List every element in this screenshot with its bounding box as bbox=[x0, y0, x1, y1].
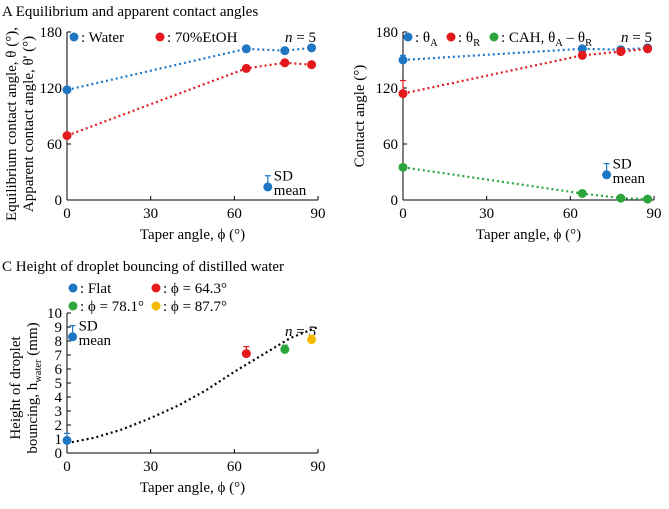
panel-c-legend-marker-t64 bbox=[151, 283, 161, 293]
panel-a-sd-key-mean-label: mean bbox=[274, 183, 307, 199]
panel-c-legend-label-t78: : ϕ = 78.1° bbox=[80, 299, 144, 315]
panel-a-legend-label-etoh: : 70%EtOH bbox=[167, 30, 238, 46]
panel-c-data-point bbox=[241, 349, 251, 359]
panel-c-data-point bbox=[62, 435, 72, 445]
panel-c-legend-marker-flat bbox=[68, 283, 78, 293]
panel-a-title: A Equilibrium and apparent contact angle… bbox=[2, 4, 258, 20]
panel-a-data-point bbox=[62, 85, 72, 95]
panel-a-data-point bbox=[280, 58, 290, 68]
panel-b-sd-key-mean-label: mean bbox=[613, 171, 646, 187]
panel-b-legend-marker-cah bbox=[489, 32, 499, 42]
panel-c-y-tick-label: 0 bbox=[55, 446, 63, 462]
panel-a-y-label-line1: Equilibrium contact angle, θ (°), bbox=[4, 27, 20, 221]
panel-c-title: C Height of droplet bouncing of distille… bbox=[2, 259, 284, 275]
panel-a-x-tick-label: 60 bbox=[227, 206, 242, 222]
panel-c-sd-key-marker bbox=[68, 332, 78, 342]
panel-c-x-label: Taper angle, ϕ (°) bbox=[140, 480, 245, 496]
panel-c-sd-key-mean-label: mean bbox=[79, 333, 112, 349]
panel-c-y-tick-label: 6 bbox=[55, 362, 63, 378]
panel-b-y-tick-label: 120 bbox=[376, 81, 399, 97]
panel-b-x-tick-label: 0 bbox=[399, 206, 407, 222]
panel-b-legend-label-rec: : θR bbox=[458, 30, 480, 49]
panel-b-legend-marker-rec bbox=[446, 32, 456, 42]
panel-b-sd-key-marker bbox=[602, 170, 612, 180]
panel-c-data-point bbox=[307, 335, 317, 345]
panel-a-y-tick-label: 0 bbox=[55, 193, 63, 209]
panel-a-data-point bbox=[241, 63, 251, 73]
panel-a-y-label-line2: Apparent contact angle, θ' (°) bbox=[21, 36, 37, 212]
panel-c-y-tick-label: 8 bbox=[55, 334, 63, 350]
panel-c-y-tick-label: 1 bbox=[55, 432, 63, 448]
panel-b-series-line-0 bbox=[402, 46, 648, 62]
panel-c-y-tick-label: 2 bbox=[55, 418, 63, 434]
panel-a-x-tick-label: 0 bbox=[63, 206, 71, 222]
panel-a-data-point bbox=[241, 44, 251, 54]
panel-b-y-tick-label: 0 bbox=[391, 193, 399, 209]
panel-a-data-point bbox=[307, 43, 317, 53]
panel-a-sd-key-sd-label: SD bbox=[274, 169, 293, 185]
panel-c-y-label-line1: Height of droplet bbox=[8, 336, 24, 440]
panel-b-series-line-2 bbox=[402, 166, 648, 201]
panel-a-series-line-0 bbox=[66, 46, 312, 91]
panel-b-data-point bbox=[616, 47, 626, 57]
panel-b-legend-marker-adv bbox=[403, 32, 413, 42]
panel-c-x-tick-label: 0 bbox=[63, 459, 71, 475]
panel-c-data-point bbox=[280, 344, 290, 354]
panel-b-data-point bbox=[616, 193, 626, 203]
panel-c-y-tick-label: 3 bbox=[55, 404, 63, 420]
panel-c-y-label-line2: bouncing, hwater (mm) bbox=[25, 322, 44, 453]
panel-c-y-tick-label: 7 bbox=[55, 348, 63, 364]
panel-a-legend-label-water: : Water bbox=[81, 30, 124, 46]
panel-b-series-line-1 bbox=[402, 47, 648, 95]
panel-a-series-line-1 bbox=[66, 61, 312, 137]
panel-a-data-point bbox=[280, 46, 290, 56]
panel-b-legend-label-cah: : CAH, θA – θR bbox=[501, 30, 592, 49]
panel-a-x-tick-label: 30 bbox=[143, 206, 158, 222]
panel-b-x-tick-label: 30 bbox=[479, 206, 494, 222]
panel-a-y-tick-label: 180 bbox=[40, 25, 63, 41]
panel-b-x-tick-label: 60 bbox=[563, 206, 578, 222]
panel-b-data-point bbox=[398, 89, 408, 99]
panel-c-sd-key-sd-label: SD bbox=[79, 319, 98, 335]
panel-a-x-tick-label: 90 bbox=[311, 206, 326, 222]
panel-c-legend-label-flat: : Flat bbox=[80, 281, 112, 297]
panel-c-legend-label-t88: : ϕ = 87.7° bbox=[163, 299, 227, 315]
panel-a-y-tick-label: 120 bbox=[40, 81, 63, 97]
panel-b-x-label: Taper angle, ϕ (°) bbox=[476, 227, 581, 243]
panel-c-x-tick-label: 90 bbox=[311, 459, 326, 475]
panel-b-y-label: Contact angle (°) bbox=[352, 65, 368, 168]
panel-b-legend-label-adv: : θA bbox=[415, 30, 438, 49]
panel-a-x-label: Taper angle, ϕ (°) bbox=[140, 227, 245, 243]
panel-c-y-tick-label: 9 bbox=[55, 320, 63, 336]
panel-c-y-tick-label: 5 bbox=[55, 376, 63, 392]
panel-c-y-tick-label: 4 bbox=[55, 390, 63, 406]
panel-a-legend-marker-water bbox=[69, 32, 79, 42]
panel-b-sd-key-sd-label: SD bbox=[613, 157, 632, 173]
panel-b-data-point bbox=[398, 162, 408, 172]
panel-c-legend-marker-t88 bbox=[151, 301, 161, 311]
panel-a-data-point bbox=[62, 131, 72, 141]
panel-a-sd-key-marker bbox=[263, 182, 273, 192]
panel-b-data-point bbox=[643, 44, 653, 54]
panel-a-n-label: n = 5 bbox=[285, 30, 316, 46]
panel-c-x-tick-label: 60 bbox=[227, 459, 242, 475]
panel-b-y-tick-label: 180 bbox=[376, 25, 399, 41]
panel-a-data-point bbox=[307, 60, 317, 70]
panel-c-legend-marker-t78 bbox=[68, 301, 78, 311]
panel-c-x-tick-label: 30 bbox=[143, 459, 158, 475]
panel-a-y-tick-label: 60 bbox=[47, 137, 62, 153]
panel-a-legend-marker-etoh bbox=[155, 32, 165, 42]
panel-b-data-point bbox=[577, 188, 587, 198]
panel-b-n-label: n = 5 bbox=[621, 30, 652, 46]
panel-b-data-point bbox=[398, 55, 408, 65]
panel-b-y-tick-label: 60 bbox=[383, 137, 398, 153]
panel-b-data-point bbox=[577, 50, 587, 60]
panel-b-data-point bbox=[643, 194, 653, 204]
panel-c-y-tick-label: 10 bbox=[47, 306, 62, 322]
panel-b-x-tick-label: 90 bbox=[647, 206, 662, 222]
panel-c-legend-label-t64: : ϕ = 64.3° bbox=[163, 281, 227, 297]
